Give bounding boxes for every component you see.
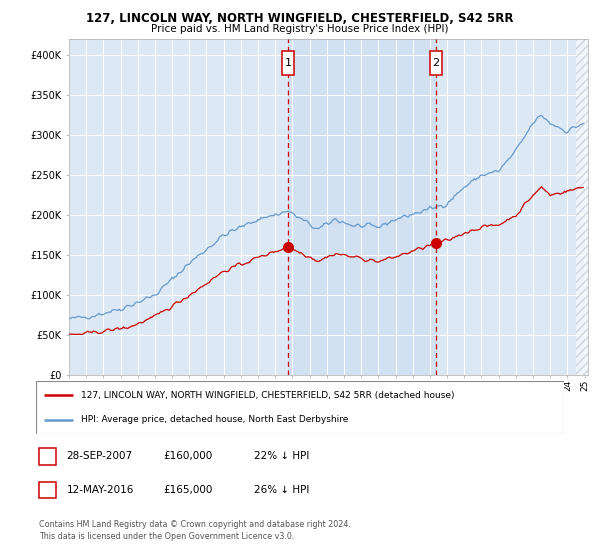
- Text: £165,000: £165,000: [164, 485, 213, 495]
- Bar: [288, 39, 436, 375]
- FancyBboxPatch shape: [282, 51, 294, 75]
- FancyBboxPatch shape: [36, 381, 564, 434]
- Text: 22% ↓ HPI: 22% ↓ HPI: [254, 451, 309, 461]
- Text: Contains HM Land Registry data © Crown copyright and database right 2024.: Contains HM Land Registry data © Crown c…: [39, 520, 351, 529]
- Text: This data is licensed under the Open Government Licence v3.0.: This data is licensed under the Open Gov…: [39, 532, 295, 541]
- Text: 12-MAY-2016: 12-MAY-2016: [67, 485, 134, 495]
- Bar: [576, 39, 588, 375]
- Text: HPI: Average price, detached house, North East Derbyshire: HPI: Average price, detached house, Nort…: [81, 415, 348, 424]
- Text: 2: 2: [44, 485, 51, 495]
- Text: 1: 1: [284, 58, 292, 68]
- Text: 2: 2: [433, 58, 440, 68]
- Text: 1: 1: [44, 451, 51, 461]
- Text: Price paid vs. HM Land Registry's House Price Index (HPI): Price paid vs. HM Land Registry's House …: [151, 24, 449, 34]
- Text: 28-SEP-2007: 28-SEP-2007: [67, 451, 133, 461]
- Text: £160,000: £160,000: [164, 451, 213, 461]
- FancyBboxPatch shape: [430, 51, 442, 75]
- Text: 127, LINCOLN WAY, NORTH WINGFIELD, CHESTERFIELD, S42 5RR: 127, LINCOLN WAY, NORTH WINGFIELD, CHEST…: [86, 12, 514, 25]
- Text: 127, LINCOLN WAY, NORTH WINGFIELD, CHESTERFIELD, S42 5RR (detached house): 127, LINCOLN WAY, NORTH WINGFIELD, CHEST…: [81, 391, 454, 400]
- Text: 26% ↓ HPI: 26% ↓ HPI: [254, 485, 309, 495]
